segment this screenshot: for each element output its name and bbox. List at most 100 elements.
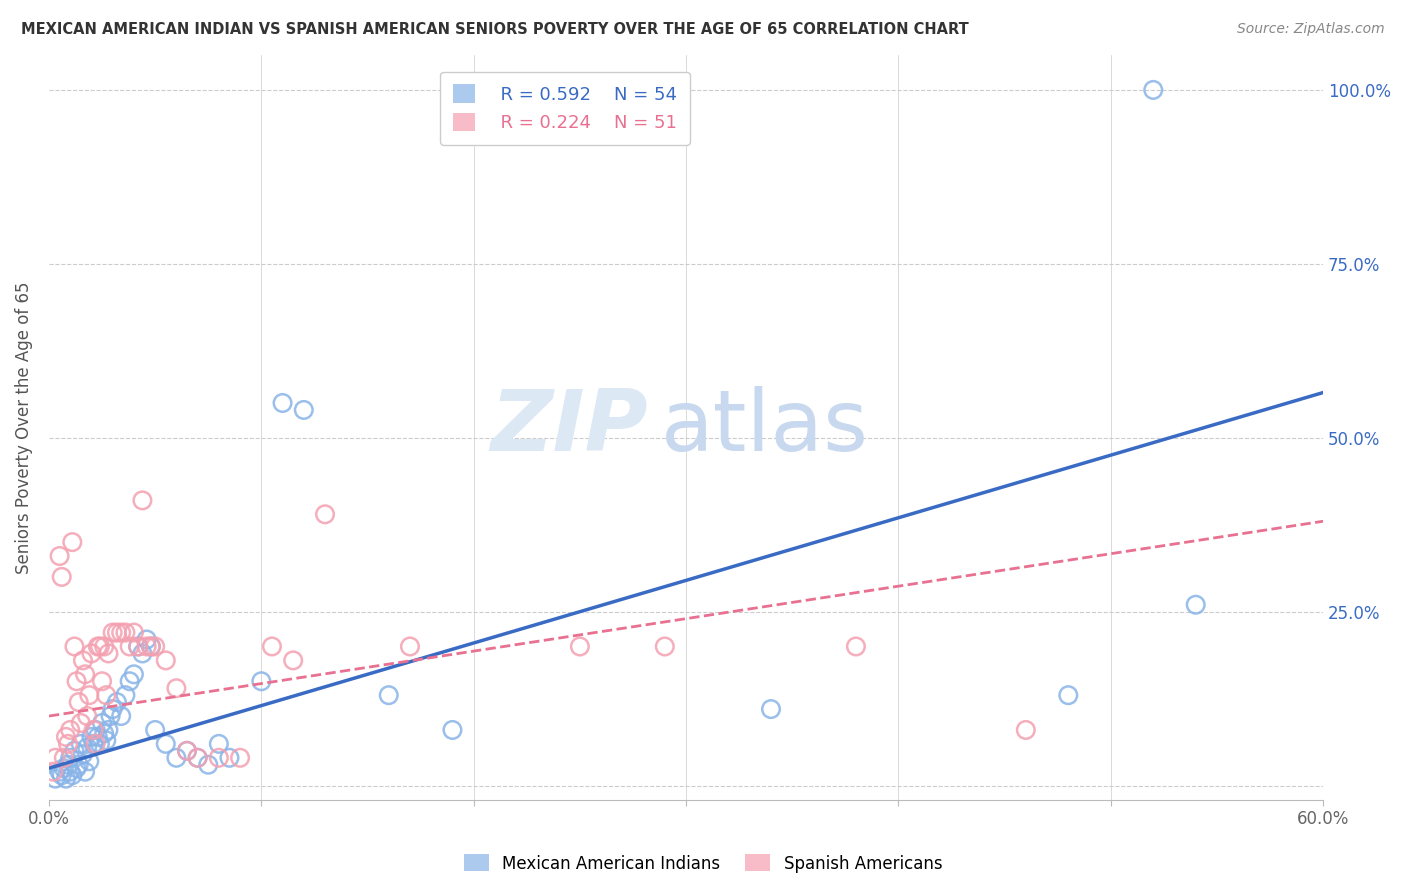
Point bbox=[135, 632, 157, 647]
Point bbox=[79, 754, 101, 768]
Point bbox=[63, 640, 86, 654]
Point bbox=[118, 674, 141, 689]
Point bbox=[100, 709, 122, 723]
Text: atlas: atlas bbox=[661, 386, 869, 469]
Point bbox=[105, 625, 128, 640]
Point bbox=[229, 751, 252, 765]
Point bbox=[101, 702, 124, 716]
Point bbox=[97, 647, 120, 661]
Point bbox=[67, 695, 90, 709]
Point bbox=[105, 695, 128, 709]
Point bbox=[69, 716, 91, 731]
Point bbox=[72, 653, 94, 667]
Point bbox=[84, 737, 107, 751]
Point bbox=[114, 688, 136, 702]
Text: Source: ZipAtlas.com: Source: ZipAtlas.com bbox=[1237, 22, 1385, 37]
Point bbox=[75, 764, 97, 779]
Point bbox=[67, 757, 90, 772]
Point bbox=[93, 640, 115, 654]
Point bbox=[59, 764, 82, 779]
Point bbox=[48, 764, 70, 779]
Point bbox=[80, 730, 103, 744]
Point bbox=[176, 744, 198, 758]
Point bbox=[208, 751, 231, 765]
Point bbox=[143, 723, 166, 737]
Point bbox=[759, 702, 782, 716]
Point bbox=[155, 737, 177, 751]
Point bbox=[271, 396, 294, 410]
Point bbox=[127, 640, 149, 654]
Point bbox=[122, 625, 145, 640]
Point bbox=[83, 737, 105, 751]
Point bbox=[89, 737, 111, 751]
Point bbox=[80, 647, 103, 661]
Point bbox=[165, 751, 187, 765]
Point bbox=[42, 764, 65, 779]
Point bbox=[292, 403, 315, 417]
Point bbox=[1015, 723, 1038, 737]
Point bbox=[44, 772, 66, 786]
Point bbox=[197, 757, 219, 772]
Point bbox=[96, 733, 118, 747]
Point bbox=[79, 688, 101, 702]
Legend: Mexican American Indians, Spanish Americans: Mexican American Indians, Spanish Americ… bbox=[457, 847, 949, 880]
Point bbox=[89, 640, 111, 654]
Point bbox=[568, 640, 591, 654]
Point bbox=[59, 751, 82, 765]
Point bbox=[1184, 598, 1206, 612]
Point bbox=[114, 625, 136, 640]
Point bbox=[55, 730, 77, 744]
Point bbox=[65, 761, 87, 775]
Point bbox=[135, 640, 157, 654]
Point bbox=[93, 726, 115, 740]
Point bbox=[845, 640, 868, 654]
Point bbox=[218, 751, 240, 765]
Point bbox=[97, 723, 120, 737]
Point bbox=[1142, 83, 1164, 97]
Point bbox=[260, 640, 283, 654]
Point bbox=[1057, 688, 1080, 702]
Point bbox=[87, 730, 110, 744]
Point bbox=[118, 640, 141, 654]
Point bbox=[131, 493, 153, 508]
Point bbox=[55, 772, 77, 786]
Point bbox=[143, 640, 166, 654]
Point bbox=[314, 508, 336, 522]
Point bbox=[76, 709, 98, 723]
Point bbox=[52, 751, 75, 765]
Text: ZIP: ZIP bbox=[491, 386, 648, 469]
Point bbox=[56, 737, 79, 751]
Point bbox=[63, 744, 86, 758]
Point bbox=[441, 723, 464, 737]
Point bbox=[72, 747, 94, 762]
Point bbox=[208, 737, 231, 751]
Point bbox=[283, 653, 305, 667]
Point bbox=[91, 674, 114, 689]
Point bbox=[60, 768, 83, 782]
Point bbox=[110, 709, 132, 723]
Point bbox=[44, 751, 66, 765]
Point bbox=[84, 723, 107, 737]
Point bbox=[110, 625, 132, 640]
Point bbox=[377, 688, 399, 702]
Y-axis label: Seniors Poverty Over the Age of 65: Seniors Poverty Over the Age of 65 bbox=[15, 281, 32, 574]
Point bbox=[60, 535, 83, 549]
Point bbox=[51, 768, 73, 782]
Point bbox=[101, 625, 124, 640]
Point bbox=[139, 640, 162, 654]
Point bbox=[48, 549, 70, 563]
Point bbox=[65, 674, 87, 689]
Point bbox=[176, 744, 198, 758]
Point bbox=[56, 757, 79, 772]
Point bbox=[127, 640, 149, 654]
Point bbox=[139, 640, 162, 654]
Point bbox=[187, 751, 209, 765]
Point bbox=[83, 723, 105, 737]
Point bbox=[250, 674, 273, 689]
Point bbox=[96, 688, 118, 702]
Point bbox=[51, 570, 73, 584]
Point bbox=[155, 653, 177, 667]
Text: MEXICAN AMERICAN INDIAN VS SPANISH AMERICAN SENIORS POVERTY OVER THE AGE OF 65 C: MEXICAN AMERICAN INDIAN VS SPANISH AMERI… bbox=[21, 22, 969, 37]
Legend:   R = 0.592    N = 54,   R = 0.224    N = 51: R = 0.592 N = 54, R = 0.224 N = 51 bbox=[440, 71, 689, 145]
Point bbox=[59, 723, 82, 737]
